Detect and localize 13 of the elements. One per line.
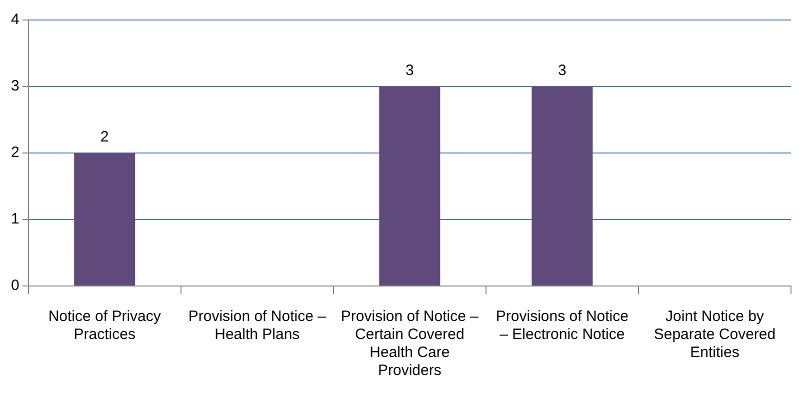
y-tick-label: 2: [11, 144, 20, 162]
x-tick-label: Joint Notice by Separate Covered Entities: [654, 308, 776, 362]
y-tick-label: 0: [11, 277, 20, 294]
x-tick-label: Notice of Privacy Practices: [48, 308, 162, 344]
data-label: 3: [406, 62, 414, 80]
y-tick-label: 4: [11, 11, 20, 28]
x-tick-label: Provision of Notice – Health Plans: [188, 308, 327, 344]
data-label: 3: [558, 62, 566, 80]
y-tick-label: 3: [11, 78, 20, 95]
x-tick-label: Provision of Notice – Certain Covered Health Care Providers: [340, 308, 480, 380]
y-tick-label: 1: [11, 210, 20, 228]
data-label: 2: [100, 128, 109, 146]
x-tick-label: Provisions of Notice – Electronic Notice: [496, 308, 628, 344]
